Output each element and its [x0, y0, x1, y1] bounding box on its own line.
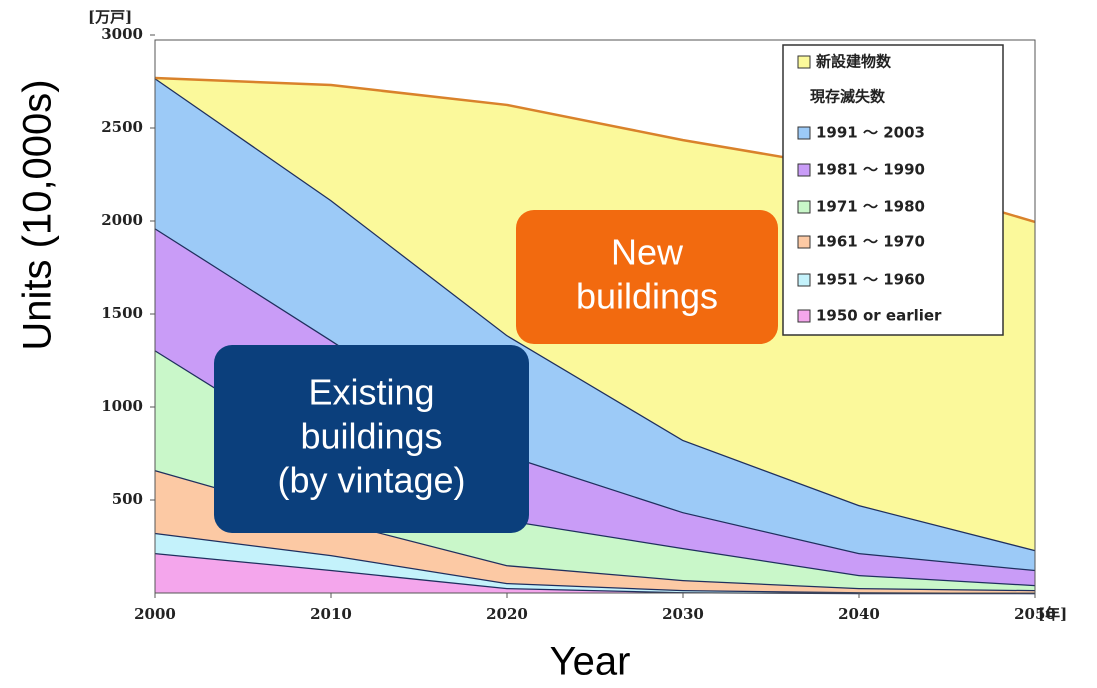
y-axis-label: Units (10,000s): [16, 79, 60, 350]
area: [155, 553, 1035, 593]
legend-label: 1991 ～ 2003: [816, 124, 925, 142]
x-tick-label: 2000: [134, 605, 176, 623]
y-tick-label: 1500: [101, 304, 143, 322]
annotation-text: buildings: [576, 276, 718, 317]
legend: 新設建物数 1991 ～ 2003 1981 ～ 1990 1971 ～ 1980 19…: [782, 44, 1004, 336]
y-tick-label: 1000: [101, 397, 143, 415]
y-tick-label: 2500: [101, 118, 143, 136]
x-axis-label: Year: [550, 640, 631, 684]
legend-swatch: [797, 273, 811, 287]
y-unit: [万戸]: [88, 8, 132, 26]
legend-label: 新設建物数: [816, 53, 892, 71]
legend-swatch: [797, 235, 811, 249]
x-unit: [年]: [1038, 605, 1067, 623]
annotation-text: (by vintage): [277, 460, 465, 501]
x-tick-label: 2050: [1014, 605, 1056, 623]
legend-swatch: [797, 55, 811, 69]
legend-swatch: [797, 163, 811, 177]
x-tick-label: 2030: [662, 605, 704, 623]
y-tick-label: 3000: [101, 25, 143, 43]
legend-label: 1981 ～ 1990: [816, 161, 925, 179]
x-tick-label: 2020: [486, 605, 528, 623]
x-tick-label: 2010: [310, 605, 352, 623]
area: [155, 77, 1035, 570]
x-tick-label: 2040: [838, 605, 880, 623]
legend-label: 1950 or earlier: [816, 307, 942, 325]
legend-swatch: [797, 200, 811, 214]
legend-subtitle: 現存滅失数: [810, 88, 886, 106]
y-tick-label: 500: [112, 490, 143, 508]
annotation-box: [214, 345, 529, 533]
legend-label: 1961 ～ 1970: [816, 233, 925, 251]
y-tick-label: 2000: [101, 211, 143, 229]
legend-label: 1951 ～ 1960: [816, 271, 925, 289]
legend-box: [782, 44, 1004, 336]
legend-swatch: [797, 309, 811, 323]
legend-label: 1971 ～ 1980: [816, 198, 925, 216]
annotation-text: New: [611, 232, 684, 273]
plot-frame: [154, 39, 1036, 594]
annotation-text: Existing: [308, 372, 434, 413]
legend-swatch: [797, 126, 811, 140]
area: [155, 532, 1035, 593]
annotation-text: buildings: [300, 416, 442, 457]
annotation-box: [516, 210, 778, 344]
